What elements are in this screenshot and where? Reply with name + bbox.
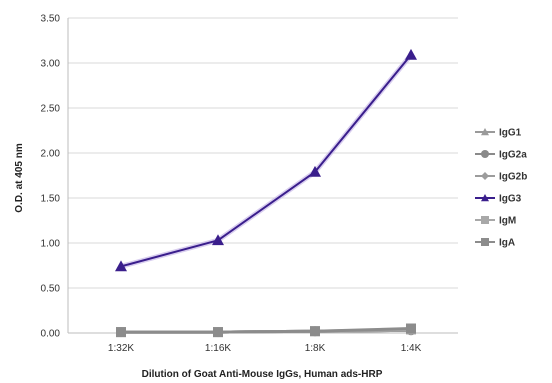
- data-point: [212, 234, 224, 246]
- series-lines: [115, 48, 417, 338]
- series-iga: [116, 323, 416, 338]
- y-tick-label: 2.00: [41, 149, 61, 160]
- legend-item-igm: IgM: [475, 216, 516, 227]
- x-tick-label: 1:4K: [401, 343, 422, 354]
- data-point: [310, 326, 320, 337]
- legend-item-igg2b: IgG2b: [475, 172, 527, 183]
- legend-swatch-marker: [481, 238, 489, 246]
- y-tick-label: 3.50: [41, 14, 61, 25]
- legend-label: IgA: [499, 238, 515, 249]
- data-point: [116, 327, 126, 338]
- x-tick-label: 1:8K: [305, 343, 326, 354]
- series-line: [120, 54, 412, 268]
- data-point: [405, 48, 417, 60]
- legend-item-igg3: IgG3: [475, 194, 522, 205]
- gridlines: [68, 17, 458, 289]
- series-line: [121, 327, 412, 334]
- y-tick-labels: 0.00 0.50 1.00 1.50 2.00 2.50 3.00 3.50: [41, 14, 61, 340]
- legend-swatch-marker: [481, 194, 489, 202]
- legend-label: IgG1: [499, 128, 522, 139]
- y-tick-label: 3.00: [41, 59, 61, 70]
- data-point: [406, 323, 416, 334]
- legend-item-igg2a: IgG2a: [475, 150, 527, 161]
- data-point: [115, 260, 127, 272]
- y-tick-label: 1.00: [41, 239, 61, 250]
- legend-swatch-marker: [481, 128, 489, 136]
- series-igg3: [115, 48, 417, 272]
- y-axis-title: O.D. at 405 nm: [14, 143, 25, 213]
- y-tick-label: 1.50: [41, 194, 61, 205]
- y-tick-label: 0.00: [41, 329, 61, 340]
- x-tick-label: 1:32K: [108, 343, 134, 354]
- x-axis-title: Dilution of Goat Anti-Mouse IgGs, Human …: [142, 369, 383, 380]
- legend-label: IgG2b: [499, 172, 527, 183]
- legend-item-iga: IgA: [475, 238, 515, 249]
- legend-label: IgM: [499, 216, 516, 227]
- legend-swatch-marker: [481, 216, 489, 224]
- data-point: [309, 165, 321, 177]
- legend: IgG1 IgG2a IgG2b IgG3 IgM IgA: [475, 128, 527, 249]
- data-point: [213, 327, 223, 338]
- x-tick-labels: 1:32K 1:16K 1:8K 1:4K: [108, 343, 422, 354]
- y-tick-label: 2.50: [41, 104, 61, 115]
- legend-swatch-marker: [481, 150, 489, 158]
- series-line-glow: [120, 53, 413, 269]
- x-tick-label: 1:16K: [205, 343, 231, 354]
- y-tick-label: 0.50: [41, 284, 61, 295]
- legend-swatch-marker: [481, 172, 489, 180]
- legend-label: IgG2a: [499, 150, 527, 161]
- legend-item-igg1: IgG1: [475, 128, 522, 139]
- legend-label: IgG3: [499, 194, 522, 205]
